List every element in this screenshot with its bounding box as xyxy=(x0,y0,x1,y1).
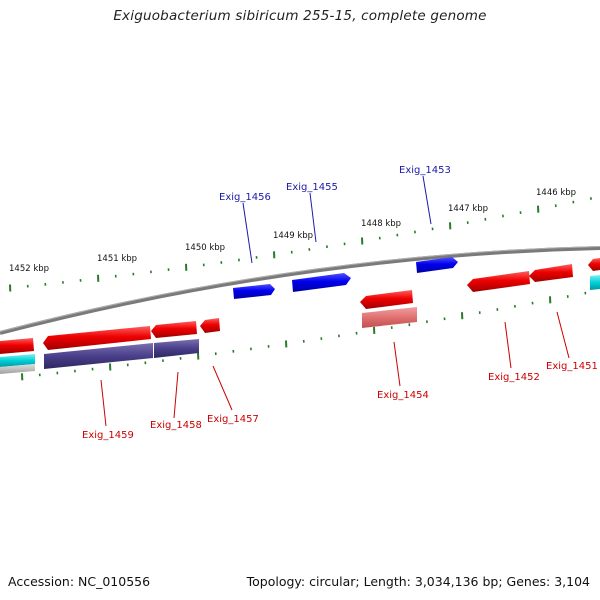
gene-arrow-exig-1456[interactable] xyxy=(233,284,275,299)
gene-arrow-exig-1453[interactable] xyxy=(416,257,458,273)
navy-block-2 xyxy=(154,339,199,358)
navy-block-1 xyxy=(44,343,153,369)
scale-label: 1447 kbp xyxy=(448,204,488,214)
genome-summary-text: Topology: circular; Length: 3,034,136 bp… xyxy=(246,574,590,589)
cyan-block-left xyxy=(0,354,35,367)
gene-arrow-right-edge[interactable] xyxy=(588,258,600,271)
leader-exig-1454 xyxy=(393,341,401,387)
gene-label-exig-1459[interactable]: Exig_1459 xyxy=(82,430,134,441)
leader-exig-1457 xyxy=(212,365,233,411)
gene-arrow-left-edge[interactable] xyxy=(0,338,34,354)
inner-scale-ticks xyxy=(21,291,587,381)
gene-label-exig-1454[interactable]: Exig_1454 xyxy=(377,390,429,401)
gene-label-exig-1455[interactable]: Exig_1455 xyxy=(286,182,338,193)
leader-exig-1459 xyxy=(100,379,107,427)
scale-label: 1451 kbp xyxy=(97,254,137,264)
gene-label-exig-1457[interactable]: Exig_1457 xyxy=(207,414,259,425)
leader-exig-1453 xyxy=(422,175,432,225)
gene-arrow-exig-1459[interactable] xyxy=(43,326,151,350)
scale-label: 1446 kbp xyxy=(536,188,576,198)
gene-label-exig-1458[interactable]: Exig_1458 xyxy=(150,420,202,431)
cyan-block-right xyxy=(590,275,600,290)
scale-label: 1452 kbp xyxy=(9,264,49,274)
map-title: Exiguobacterium sibiricum 255-15, comple… xyxy=(113,8,487,24)
secondary-track xyxy=(0,275,600,374)
leader-exig-1455 xyxy=(309,192,317,243)
reverse-genes xyxy=(0,258,600,354)
accession-text: Accession: NC_010556 xyxy=(8,574,151,589)
reverse-leaders xyxy=(100,311,570,427)
grey-block-left xyxy=(0,364,35,374)
scale-label: 1450 kbp xyxy=(185,243,225,253)
scale-labels: 1452 kbp 1451 kbp 1450 kbp 1449 kbp 1448… xyxy=(9,188,576,274)
genome-backbone xyxy=(0,246,600,335)
leader-exig-1458 xyxy=(173,371,179,419)
leader-exig-1456 xyxy=(242,202,253,264)
scale-label: 1448 kbp xyxy=(361,219,401,229)
outer-scale-ticks xyxy=(9,197,592,292)
pale-block-exig-1454 xyxy=(362,307,417,328)
forward-leaders xyxy=(242,175,432,264)
gene-label-exig-1456[interactable]: Exig_1456 xyxy=(219,192,271,203)
forward-genes xyxy=(233,257,458,299)
leader-exig-1451 xyxy=(556,311,570,359)
gene-arrow-exig-1454[interactable] xyxy=(360,290,413,309)
gene-label-exig-1451[interactable]: Exig_1451 xyxy=(546,361,598,372)
gene-arrow-exig-1451[interactable] xyxy=(529,264,573,282)
gene-arrow-exig-1458[interactable] xyxy=(151,321,197,338)
scale-label: 1449 kbp xyxy=(273,231,313,241)
leader-exig-1452 xyxy=(504,321,512,369)
gene-arrow-exig-1457[interactable] xyxy=(200,318,220,333)
gene-labels: Exig_1456 Exig_1455 Exig_1453 Exig_1459 … xyxy=(82,165,598,441)
gene-arrow-exig-1452[interactable] xyxy=(467,271,530,292)
genome-backbone-highlight xyxy=(0,246,600,332)
gene-label-exig-1452[interactable]: Exig_1452 xyxy=(488,372,540,383)
gene-label-exig-1453[interactable]: Exig_1453 xyxy=(399,165,451,176)
gene-arrow-exig-1455[interactable] xyxy=(292,273,351,292)
